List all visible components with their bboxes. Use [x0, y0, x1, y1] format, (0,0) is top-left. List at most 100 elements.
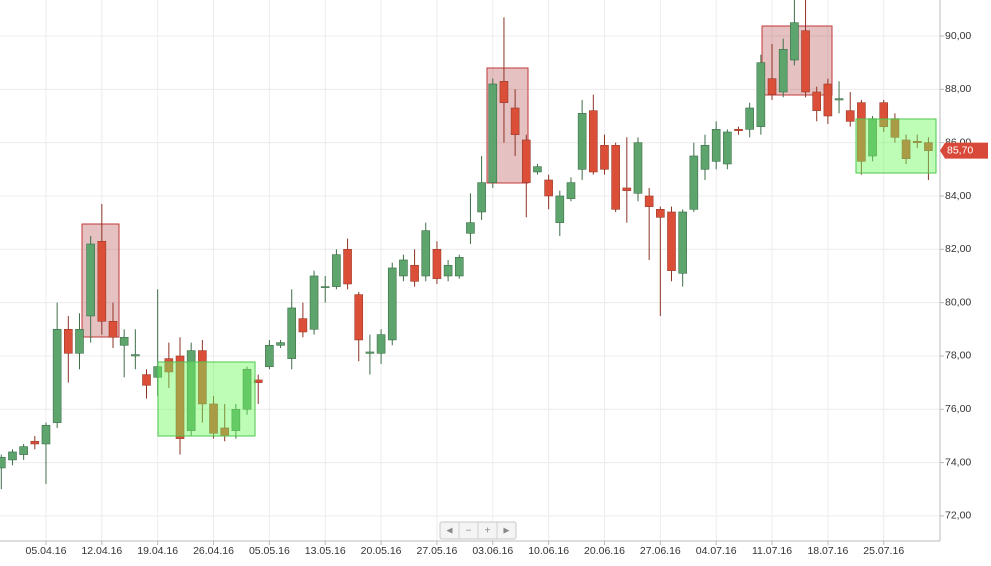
candle-body: [555, 195, 565, 223]
x-tick-label: 26.04.16: [193, 545, 234, 557]
candle-body: [399, 259, 408, 277]
candle-body: [577, 113, 587, 170]
candle-body: [64, 328, 73, 354]
candle-body: [332, 254, 341, 287]
candle-body: [589, 110, 598, 173]
candle-body: [745, 107, 754, 130]
candle-body: [656, 209, 665, 218]
candle-body: [600, 145, 609, 170]
candle-body: [276, 342, 285, 346]
candle-body: [75, 328, 84, 354]
candle-body: [97, 241, 107, 322]
candle-body: [689, 155, 699, 210]
candle-body: [186, 350, 196, 431]
candle-body: [253, 379, 263, 383]
candle-body: [823, 83, 833, 117]
y-tick-label: 74,00: [945, 456, 971, 468]
candle-body: [309, 275, 319, 330]
candle-body: [131, 354, 140, 357]
highlight-box: [855, 118, 937, 174]
candle-body: [86, 243, 95, 317]
x-tick-label: 19.04.16: [137, 545, 178, 557]
candle-body: [432, 249, 442, 279]
candle-body: [376, 334, 386, 354]
x-tick-label: 10.06.16: [528, 545, 569, 557]
candle-body: [499, 81, 509, 103]
zoom-control[interactable]: ◄: [445, 526, 455, 537]
candle-body: [633, 142, 643, 194]
last-price-label: 85,70: [947, 144, 973, 156]
axes: 72,0074,0076,0078,0080,0082,0084,0086,00…: [26, 30, 988, 557]
candle-body: [142, 374, 151, 386]
y-tick-label: 72,00: [945, 510, 971, 522]
candle-body: [790, 22, 799, 61]
x-tick-label: 20.06.16: [584, 545, 625, 557]
candle-body: [354, 294, 364, 341]
candle-body: [52, 328, 62, 423]
candle-body: [611, 145, 620, 210]
candle-body: [477, 182, 486, 213]
candle-body: [488, 83, 498, 183]
x-tick-label: 13.05.16: [305, 545, 346, 557]
x-tick-label: 11.07.16: [752, 545, 792, 557]
candle-body: [912, 141, 922, 143]
candle-body: [108, 320, 118, 338]
candle-body: [209, 403, 218, 434]
x-tick-label: 27.06.16: [640, 545, 681, 557]
candle-body: [566, 182, 576, 199]
y-tick-label: 82,00: [945, 243, 971, 255]
candle-body: [421, 230, 431, 277]
candle-body: [767, 78, 777, 95]
y-tick-label: 84,00: [945, 190, 971, 202]
candle-body: [734, 129, 743, 131]
y-tick-label: 76,00: [945, 403, 971, 415]
candle-body: [857, 102, 866, 162]
candle-body: [343, 249, 352, 285]
candle-body: [0, 456, 6, 469]
x-tick-label: 25.07.16: [863, 545, 904, 557]
x-tick-label: 12.04.16: [81, 545, 122, 557]
x-tick-label: 04.07.16: [696, 545, 737, 557]
candle-body: [231, 408, 241, 431]
candle-body: [19, 446, 28, 455]
candle-body: [778, 49, 788, 93]
candle-body: [164, 358, 174, 373]
x-tick-label: 05.05.16: [249, 545, 290, 557]
x-tick-label: 20.05.16: [361, 545, 402, 557]
candle-body: [320, 286, 330, 288]
candle-body: [879, 102, 889, 127]
candle-body: [533, 166, 542, 173]
zoom-control[interactable]: ►: [502, 526, 512, 537]
candle-body: [812, 91, 822, 111]
candle-body: [544, 179, 553, 197]
candle-body: [521, 139, 531, 183]
x-tick-label: 27.05.16: [416, 545, 457, 557]
candle-body: [466, 222, 475, 234]
candle-body: [834, 98, 844, 101]
candle-body: [8, 451, 17, 461]
candles: [0, 0, 933, 490]
candle-body: [443, 265, 453, 277]
candle-body: [510, 107, 520, 135]
y-tick-label: 78,00: [945, 350, 971, 362]
zoom-control[interactable]: −: [466, 526, 472, 537]
candle-body: [175, 355, 185, 439]
y-tick-label: 90,00: [945, 30, 971, 42]
candle-body: [387, 267, 397, 341]
x-tick-label: 03.06.16: [472, 545, 513, 557]
candle-body: [265, 344, 274, 367]
candle-body: [30, 440, 40, 445]
x-tick-label: 05.04.16: [26, 545, 67, 557]
candle-body: [845, 110, 855, 122]
candle-body: [242, 368, 252, 410]
y-tick-label: 80,00: [945, 296, 971, 308]
candle-body: [901, 139, 911, 159]
candle-body: [678, 211, 687, 274]
candle-body: [454, 257, 464, 277]
zoom-control[interactable]: +: [485, 526, 491, 537]
candle-body: [41, 424, 51, 445]
y-tick-label: 88,00: [945, 83, 971, 95]
candle-body: [119, 336, 129, 346]
